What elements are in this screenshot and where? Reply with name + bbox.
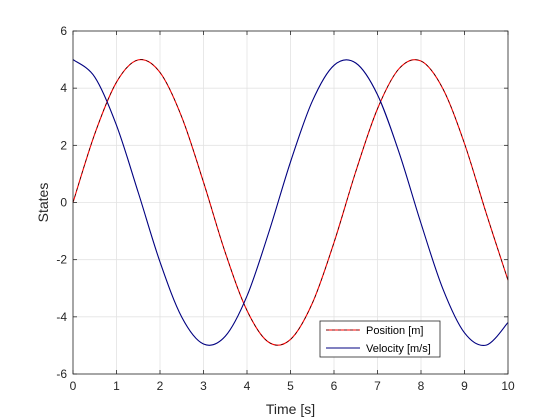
y-tick-label: 6 (60, 24, 67, 38)
x-tick-label: 7 (374, 379, 381, 393)
legend-box (319, 320, 441, 358)
x-tick-label: 3 (200, 379, 207, 393)
y-tick-label: 4 (60, 81, 67, 95)
x-tick-label: 6 (331, 379, 338, 393)
x-tick-label: 5 (287, 379, 294, 393)
x-tick-label: 1 (113, 379, 120, 393)
x-tick-label: 10 (501, 379, 515, 393)
x-tick-label: 4 (244, 379, 251, 393)
x-tick-label: 9 (461, 379, 468, 393)
y-tick-label: -2 (56, 253, 67, 267)
series-layer (72, 59, 509, 347)
legend-label-velocity: Velocity [m/s] (366, 343, 431, 355)
ticks: 0 1 2 3 4 5 6 7 8 9 10 -6 -4 -2 0 2 4 6 (56, 24, 515, 393)
x-tick-label: 2 (157, 379, 164, 393)
legend-label-position: Position [m] (366, 325, 423, 337)
y-axis-label: States (35, 183, 51, 223)
y-tick-label: -6 (56, 367, 67, 381)
series-line-position-dashed (72, 59, 509, 346)
y-tick-label: -4 (56, 310, 67, 324)
series-line-velocity (72, 59, 509, 347)
y-tick-label: 2 (60, 138, 67, 152)
y-tick-label: 0 (60, 196, 67, 210)
x-tick-label: 8 (418, 379, 425, 393)
legend: Position [m] Velocity [m/s] (319, 320, 441, 358)
x-tick-label: 0 (70, 379, 77, 393)
x-axis-label: Time [s] (266, 401, 315, 417)
